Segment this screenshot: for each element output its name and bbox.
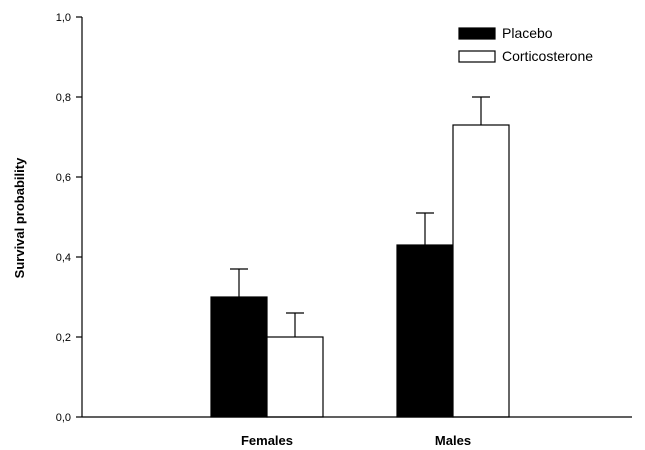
legend: Placebo Corticosterone	[458, 25, 593, 64]
x-axis: Females Males	[82, 416, 632, 448]
y-tick-label: 0,6	[56, 172, 71, 184]
y-tick-label: 1,0	[56, 12, 71, 24]
plot-area	[210, 96, 510, 418]
y-axis: 0,0 0,2 0,4 0,6 0,8 1,0	[56, 12, 83, 424]
legend-swatch	[458, 50, 496, 63]
y-tick-label: 0,4	[56, 252, 71, 264]
y-tick-label: 0,8	[56, 92, 71, 104]
y-tick-label: 0,2	[56, 332, 71, 344]
legend-label: Placebo	[502, 25, 553, 41]
bar-corticosterone-males	[452, 124, 510, 418]
y-axis-title: Survival probability	[12, 157, 27, 278]
bar-corticosterone-females	[266, 336, 324, 418]
bar-placebo-females	[210, 296, 268, 418]
legend-label: Corticosterone	[502, 48, 593, 64]
y-tick-label: 0,0	[56, 412, 71, 424]
x-category-label: Females	[241, 433, 293, 448]
x-category-label: Males	[435, 433, 471, 448]
bar-placebo-males	[396, 244, 454, 418]
legend-swatch	[458, 27, 496, 40]
